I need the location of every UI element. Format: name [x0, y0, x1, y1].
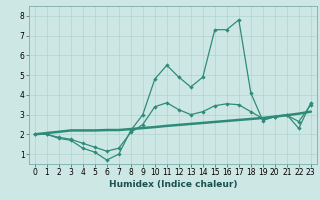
X-axis label: Humidex (Indice chaleur): Humidex (Indice chaleur): [108, 180, 237, 189]
